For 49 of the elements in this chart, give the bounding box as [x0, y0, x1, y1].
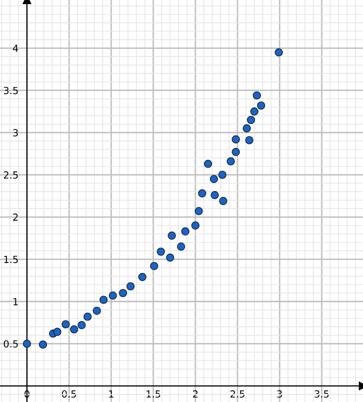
point	[118, 288, 128, 298]
point	[252, 91, 261, 100]
point	[198, 189, 206, 198]
point	[168, 232, 176, 240]
point	[256, 101, 266, 110]
point	[191, 221, 200, 230]
y-tick-label: 0.5	[4, 340, 18, 348]
point	[83, 312, 92, 321]
point	[126, 282, 135, 290]
y-tick-label: 3	[13, 129, 18, 136]
x-tick-label: 1.5	[146, 390, 160, 398]
point	[156, 248, 165, 256]
point	[70, 325, 78, 334]
point	[204, 160, 212, 168]
point	[22, 340, 32, 348]
y-tick-label: 1.5	[4, 256, 18, 264]
point	[232, 135, 240, 144]
point	[242, 124, 251, 132]
point	[245, 136, 254, 144]
y-tick-label: 2	[13, 214, 18, 221]
point	[92, 306, 101, 315]
y-tick-label: 2.5	[4, 171, 18, 179]
point	[53, 328, 62, 336]
point	[210, 190, 219, 200]
point	[150, 262, 158, 270]
point	[181, 227, 190, 236]
point	[166, 253, 174, 262]
point	[38, 340, 48, 349]
point	[78, 321, 86, 330]
point	[138, 272, 146, 282]
point	[194, 207, 203, 216]
y-tick-label: 3.5	[4, 86, 18, 94]
point	[246, 116, 256, 124]
point	[210, 174, 218, 184]
point	[100, 296, 108, 304]
y-tick-label: 1	[14, 298, 18, 306]
point	[62, 320, 70, 328]
point	[218, 170, 226, 179]
point	[219, 196, 228, 206]
x-tick-label: 2.5	[230, 390, 244, 398]
point	[108, 291, 117, 300]
point	[250, 107, 258, 116]
y-tick-label: 4	[12, 44, 18, 52]
point	[232, 148, 240, 156]
x-tick-label: 2	[193, 390, 198, 398]
point	[274, 48, 283, 56]
point	[226, 157, 235, 166]
point	[176, 242, 186, 251]
x-tick-label: 1	[109, 390, 114, 398]
